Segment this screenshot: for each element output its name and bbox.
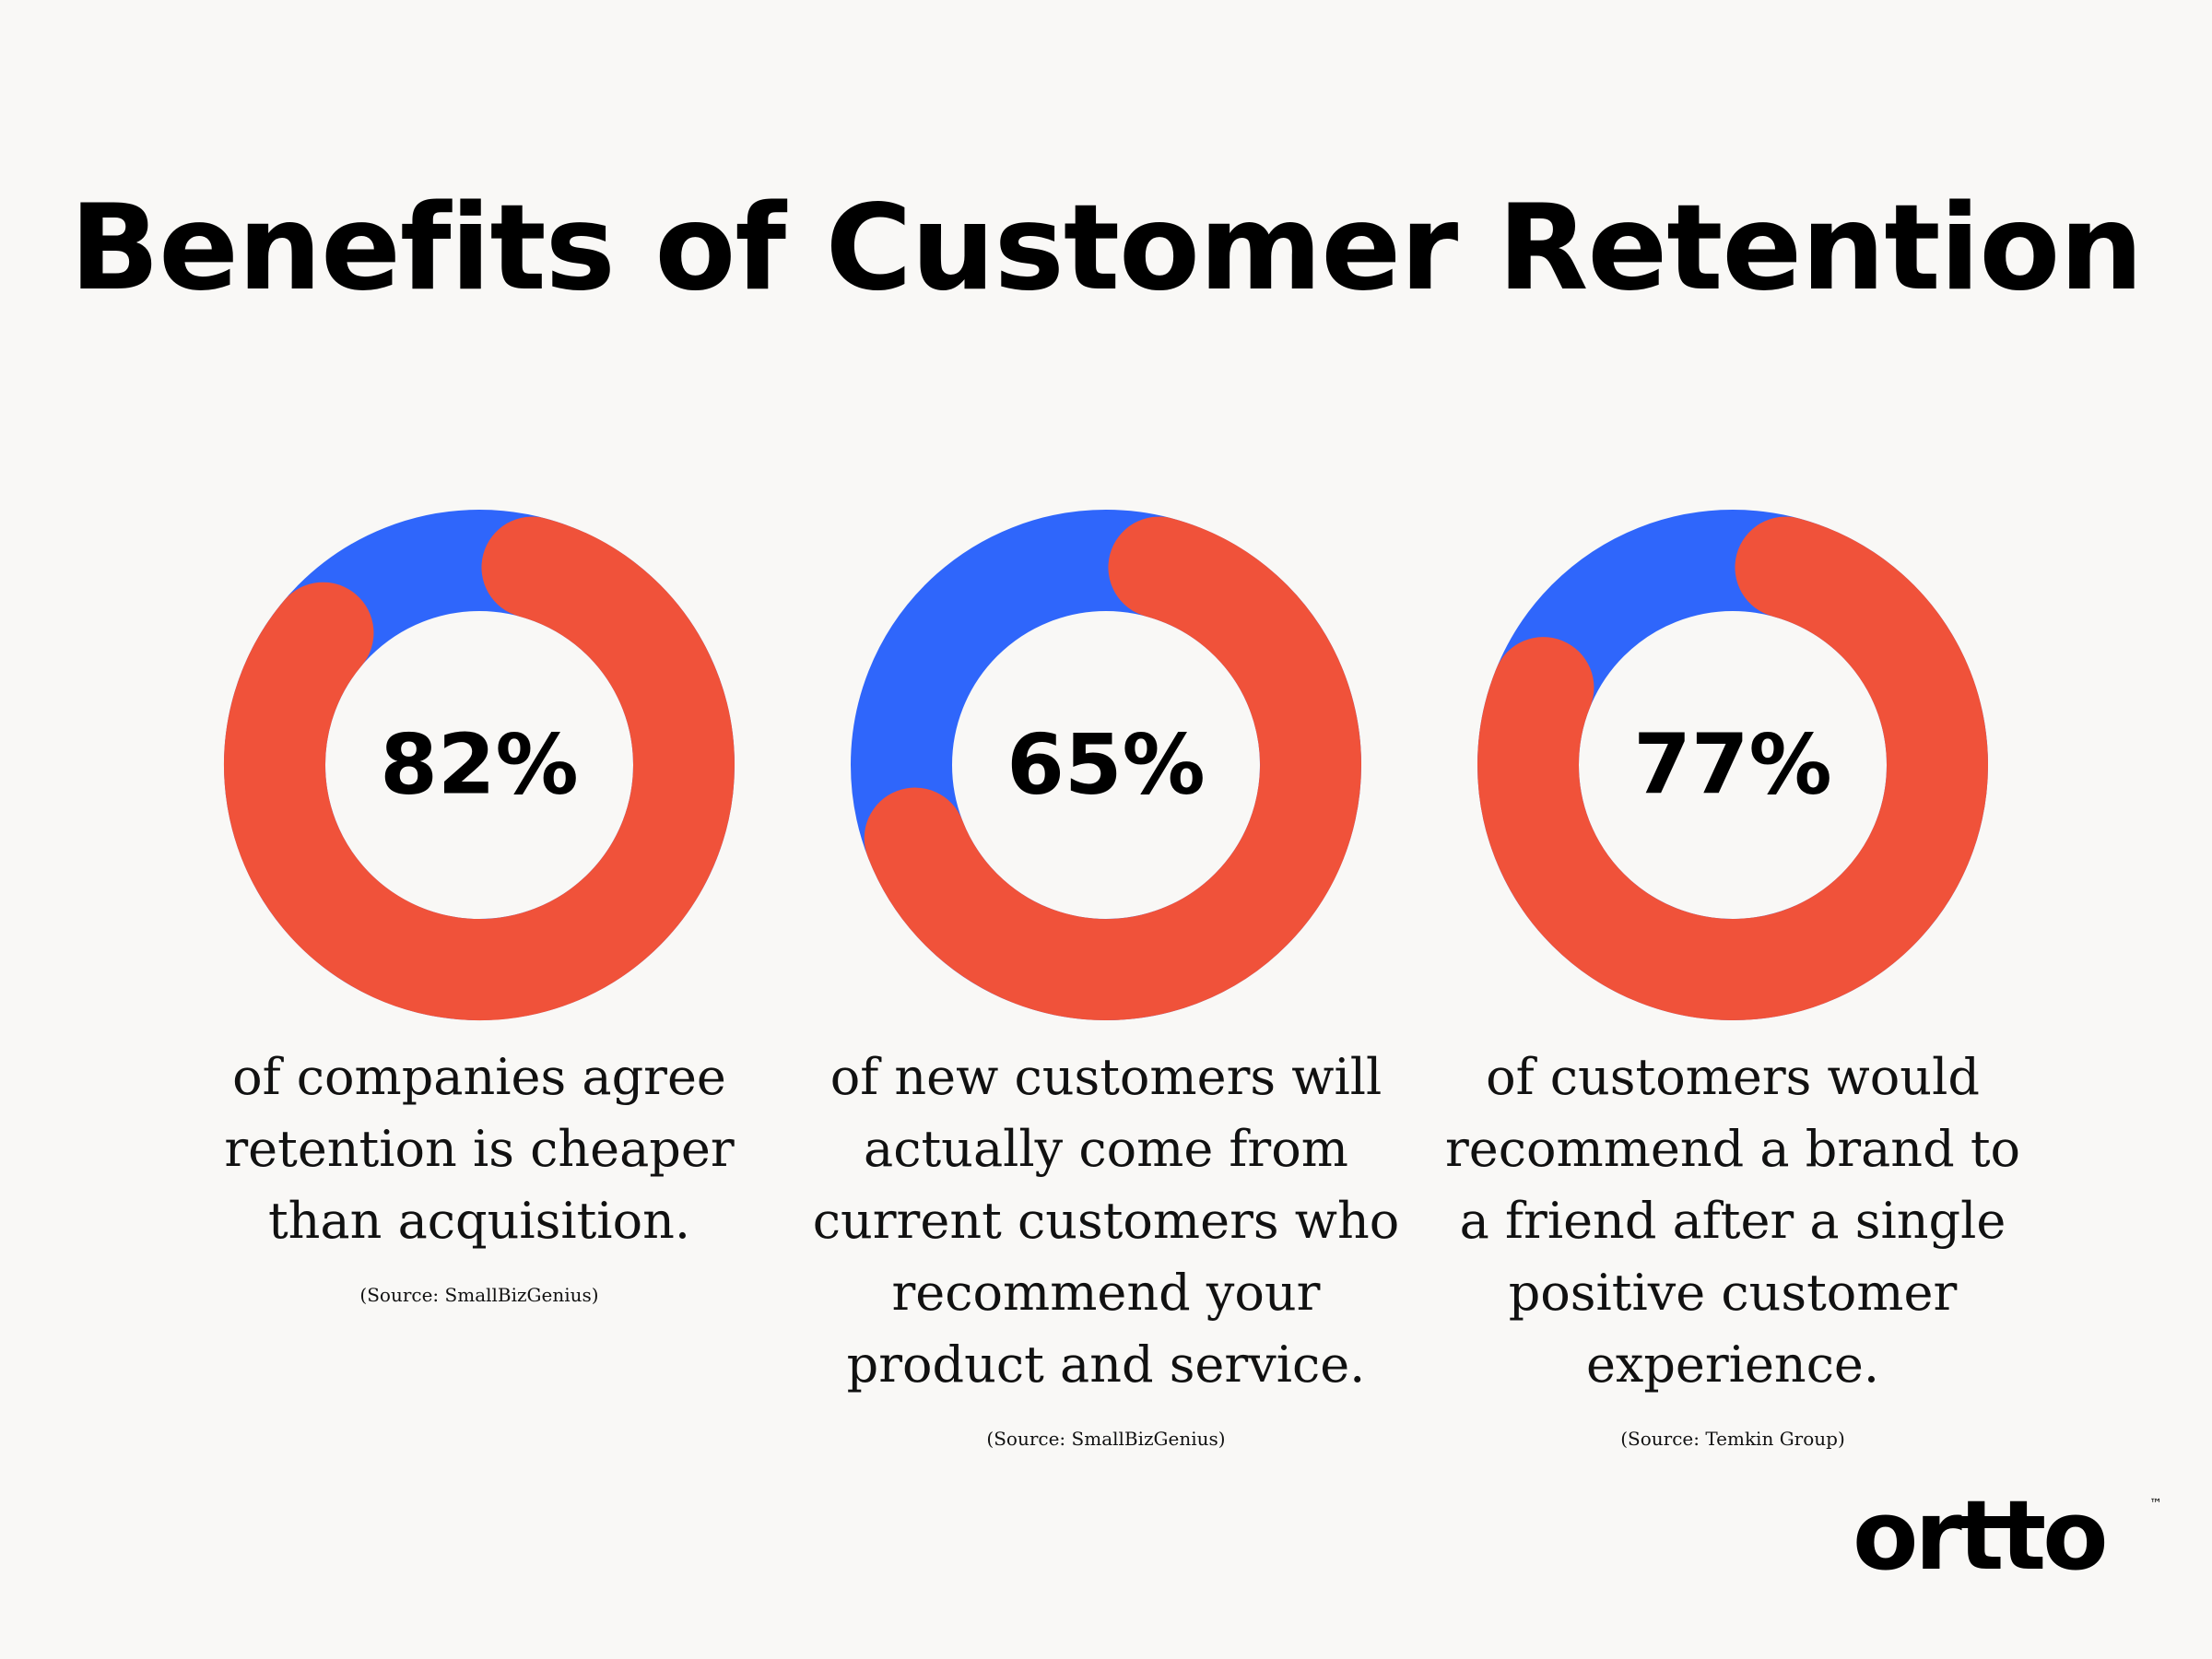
stat-description: of customers would recommend a brand to … [1429, 1041, 2037, 1453]
source-citation: (Source: Temkin Group) [1620, 1428, 1845, 1450]
stat-description-text: of companies agree retention is cheaper … [224, 1048, 735, 1250]
donut-value-segment [1477, 516, 1988, 1020]
percentage-label: 82% [380, 717, 578, 814]
donut-chart-svg: 77% [1477, 510, 1988, 1020]
source-citation: (Source: SmallBizGenius) [359, 1284, 599, 1306]
stat-description-text: of customers would recommend a brand to … [1444, 1048, 2021, 1394]
percentage-label: 65% [1006, 717, 1205, 814]
donut-chart-2: 65% [802, 461, 1410, 1069]
donut-chart-svg: 82% [224, 510, 735, 1020]
page-title: Benefits of Customer Retention [69, 180, 2144, 317]
stat-description: of companies agree retention is cheaper … [175, 1041, 783, 1309]
stat-description: of new customers will actually come from… [802, 1041, 1410, 1453]
donut-value-segment [864, 516, 1361, 1020]
logo-wordmark: ortto [1853, 1484, 2105, 1585]
donut-chart-3: 77% [1429, 461, 2037, 1069]
donut-chart-1: 82% [175, 461, 783, 1069]
donut-chart-svg: 65% [851, 510, 1361, 1020]
stat-description-text: of new customers will actually come from… [812, 1048, 1400, 1394]
ortto-logo: ortto ™ [1853, 1484, 2162, 1585]
source-citation: (Source: SmallBizGenius) [986, 1428, 1226, 1450]
percentage-label: 77% [1633, 717, 1831, 814]
trademark-symbol: ™ [2149, 1497, 2162, 1512]
donut-value-segment [224, 516, 735, 1020]
